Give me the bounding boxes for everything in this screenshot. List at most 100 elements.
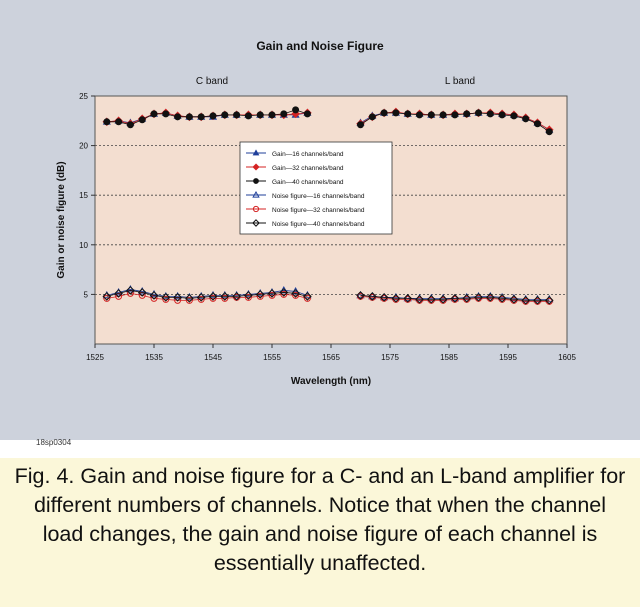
data-point: [510, 112, 518, 120]
data-point: [220, 292, 230, 301]
legend-entry: Noise figure—40 channels/band: [272, 221, 365, 228]
data-point: [486, 110, 494, 118]
data-point: [356, 291, 365, 300]
legend-marker: [252, 219, 260, 227]
data-point: [137, 288, 147, 297]
legend-entry: Gain—16 channels/band: [272, 151, 344, 158]
legend-entry: Noise figure—16 channels/band: [272, 193, 365, 200]
data-point: [522, 115, 530, 123]
data-point: [244, 293, 252, 301]
y-tick-label: 20: [79, 142, 88, 151]
data-point: [303, 294, 311, 302]
data-point: [256, 111, 264, 119]
data-point: [292, 106, 300, 114]
gain-noise-chart: Gain and Noise Figure C band L band 5 10 1…: [56, 39, 576, 387]
data-point: [392, 109, 400, 117]
legend-marker: [252, 205, 260, 213]
data-point: [185, 113, 193, 121]
series-line: [360, 295, 550, 302]
data-point: [403, 293, 412, 302]
data-point: [485, 293, 495, 302]
data-point: [292, 291, 300, 299]
data-point: [185, 294, 194, 303]
data-point: [427, 111, 435, 119]
data-point: [426, 295, 436, 304]
data-point: [126, 286, 135, 295]
legend-entry: Noise figure—32 channels/band: [272, 207, 365, 214]
data-point: [463, 110, 471, 118]
data-point: [232, 292, 241, 301]
data-point: [103, 118, 111, 126]
data-point: [291, 289, 300, 298]
x-tick-label: 1595: [499, 353, 517, 362]
data-point: [161, 293, 171, 302]
data-point: [185, 296, 193, 304]
data-point: [451, 111, 459, 119]
legend-marker: [253, 178, 259, 184]
data-point: [415, 295, 424, 304]
figure-caption: Fig. 4. Gain and noise figure for a C- a…: [14, 464, 626, 575]
y-axis-label: Gain or noise figure (dB): [56, 161, 67, 278]
data-point: [268, 111, 276, 119]
data-point: [404, 110, 412, 118]
data-point: [255, 290, 265, 299]
x-tick-label: 1585: [440, 353, 458, 362]
x-tick-label: 1575: [381, 353, 399, 362]
chart-title: Gain and Noise Figure: [256, 39, 384, 53]
data-point: [221, 111, 229, 119]
data-point: [196, 293, 206, 302]
data-point: [208, 292, 218, 301]
data-point: [438, 295, 448, 304]
x-tick-label: 1545: [204, 353, 222, 362]
data-point: [533, 296, 542, 305]
data-point: [114, 289, 123, 298]
y-tick-label: 15: [79, 191, 88, 200]
axis-ticks: 5 10 15 20 25 1525 1535 1545 1555 1565 1575 1585 159…: [79, 92, 576, 362]
data-point: [115, 118, 123, 126]
data-point: [368, 113, 376, 121]
data-point: [509, 295, 519, 304]
legend-marker: [252, 163, 260, 171]
data-point: [233, 111, 241, 119]
data-point: [303, 292, 312, 301]
data-point: [450, 293, 460, 302]
data-point: [280, 110, 288, 118]
data-point: [197, 113, 205, 121]
data-point: [415, 111, 423, 119]
data-point: [462, 294, 472, 303]
x-tick-label: 1555: [263, 353, 281, 362]
data-point: [356, 121, 364, 129]
band-label-l: L band: [445, 76, 475, 87]
data-point: [267, 289, 277, 298]
data-points: [102, 106, 554, 305]
data-point: [174, 113, 182, 121]
data-point: [209, 294, 217, 302]
y-tick-label: 10: [79, 241, 88, 250]
data-point: [545, 128, 553, 136]
data-point: [356, 290, 365, 299]
data-point: [497, 294, 507, 303]
data-point: [256, 292, 264, 300]
data-point: [244, 291, 253, 300]
figure-id: 18sp0304: [36, 438, 72, 447]
band-label-c: C band: [196, 76, 228, 87]
x-tick-label: 1525: [86, 353, 104, 362]
data-point: [367, 292, 377, 301]
x-tick-label: 1565: [322, 353, 340, 362]
data-point: [221, 294, 229, 302]
data-point: [138, 116, 146, 124]
data-point: [244, 112, 252, 120]
data-point: [280, 290, 288, 298]
y-tick-label: 5: [84, 290, 89, 299]
data-point: [303, 110, 311, 118]
data-point: [380, 109, 388, 117]
series-3: [103, 106, 553, 136]
data-point: [379, 293, 389, 302]
data-point: [544, 296, 554, 305]
y-tick-label: 25: [79, 92, 88, 101]
series-6: [102, 286, 554, 305]
data-point: [533, 120, 541, 128]
data-point: [197, 295, 205, 303]
data-point: [126, 121, 134, 129]
data-point: [291, 109, 300, 119]
